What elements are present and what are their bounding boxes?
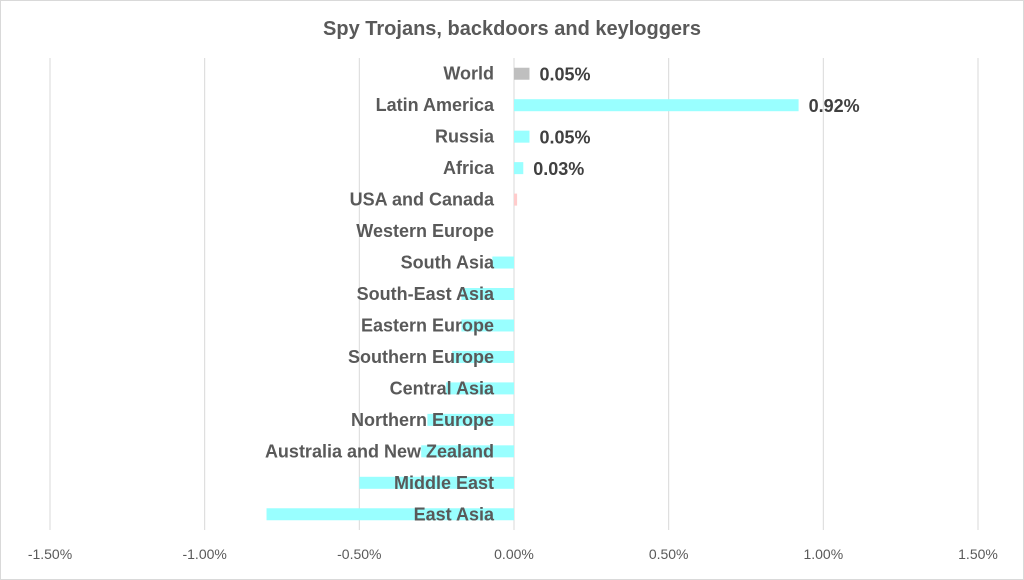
category-label: Africa	[443, 158, 495, 178]
data-label: 0.92%	[809, 96, 860, 116]
x-tick-label: 0.00%	[494, 546, 534, 562]
category-label: Latin America	[376, 95, 495, 115]
data-label: 0.05%	[539, 128, 590, 148]
category-label: Northern Europe	[351, 410, 494, 430]
bar	[359, 476, 514, 489]
data-label: 0.03%	[533, 159, 584, 179]
bar	[266, 508, 514, 521]
x-tick-label: 1.50%	[958, 546, 998, 562]
bar	[514, 193, 518, 206]
bar	[492, 256, 514, 269]
bar	[445, 382, 514, 395]
bar	[514, 130, 530, 143]
category-label: Central Asia	[390, 378, 495, 398]
x-tick-label: -1.50%	[28, 546, 72, 562]
bar	[514, 162, 524, 175]
category-label: Russia	[435, 127, 495, 147]
bar	[461, 288, 514, 300]
data-label: 0.05%	[539, 65, 590, 85]
category-label: World	[443, 64, 494, 84]
x-tick-label: 0.50%	[649, 546, 689, 562]
bar	[452, 350, 514, 363]
bar	[427, 413, 514, 426]
category-label: Western Europe	[356, 221, 494, 241]
category-label: Australia and New Zealand	[265, 441, 494, 461]
bar	[514, 99, 799, 112]
x-tick-label: 1.00%	[803, 546, 843, 562]
bar	[421, 445, 514, 458]
category-label: Southern Europe	[348, 347, 494, 367]
category-label: USA and Canada	[350, 190, 495, 210]
bar	[514, 67, 530, 80]
category-label: East Asia	[414, 504, 495, 524]
category-label: South-East Asia	[357, 284, 495, 304]
category-label: Eastern Europe	[361, 315, 494, 335]
chart-title: Spy Trojans, backdoors and keyloggers	[323, 18, 701, 40]
x-tick-label: -1.00%	[182, 546, 226, 562]
category-label: Middle East	[394, 473, 494, 493]
bar	[461, 319, 514, 332]
x-tick-label: -0.50%	[337, 546, 381, 562]
category-label: South Asia	[401, 253, 495, 273]
